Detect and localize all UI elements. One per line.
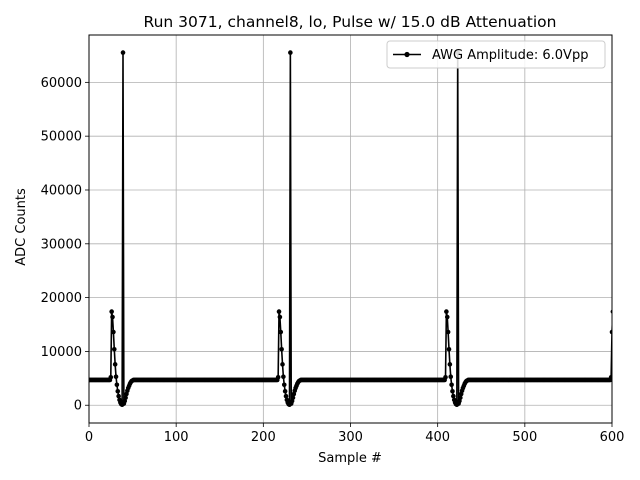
data-point (443, 374, 448, 380)
data-point (446, 346, 452, 352)
data-point (111, 346, 117, 352)
data-point (281, 382, 287, 388)
data-point (279, 346, 284, 352)
data-point (282, 388, 288, 394)
data-point (444, 309, 449, 314)
data-point (111, 329, 116, 335)
data-point (288, 50, 293, 55)
data-point (280, 362, 285, 367)
data-point (114, 382, 120, 388)
data-point (447, 362, 453, 367)
x-axis: 0 100 200 300 400 500 600 (85, 423, 625, 445)
plot-area (89, 50, 612, 408)
x-tick-label: 600 (600, 430, 625, 445)
grid (88, 35, 613, 423)
y-tick-label: 60000 (41, 76, 82, 91)
y-tick-label: 50000 (41, 130, 82, 145)
data-point (608, 374, 612, 380)
data-point (123, 395, 128, 401)
data-point (109, 309, 114, 314)
y-tick-label: 30000 (41, 237, 82, 252)
data-point (120, 50, 126, 55)
y-tick-label: 20000 (41, 291, 82, 306)
data-point (277, 314, 283, 320)
data-point (290, 395, 296, 401)
data-point (445, 329, 451, 335)
chart-title: Run 3071, channel8, lo, Pulse w/ 15.0 dB… (144, 13, 557, 31)
x-tick-label: 400 (425, 430, 450, 445)
data-point (275, 374, 281, 380)
data-point (116, 393, 121, 399)
y-tick-label: 40000 (41, 183, 82, 198)
legend-entry-label: AWG Amplitude: 6.0Vpp (432, 48, 588, 63)
y-tick-label: 0 (74, 399, 82, 414)
data-point (115, 388, 121, 394)
data-point (281, 374, 286, 380)
legend-marker-sample (404, 51, 410, 58)
x-tick-label: 100 (164, 430, 189, 445)
data-point (112, 362, 118, 367)
x-tick-label: 200 (251, 430, 276, 445)
legend: AWG Amplitude: 6.0Vpp (386, 40, 606, 69)
x-tick-label: 0 (85, 430, 93, 445)
x-tick-label: 500 (512, 430, 537, 445)
x-axis-label: Sample # (318, 451, 382, 466)
data-point (278, 329, 284, 335)
data-point (451, 393, 456, 399)
data-point (276, 309, 282, 314)
x-tick-label: 300 (338, 430, 363, 445)
data-point (450, 388, 455, 394)
data-point (448, 374, 454, 380)
y-axis: 0 10000 20000 30000 40000 50000 60000 (41, 76, 89, 414)
data-point (444, 314, 450, 320)
data-point (609, 329, 612, 335)
data-point (458, 395, 463, 401)
legend-box (386, 40, 606, 69)
data-point (113, 374, 119, 380)
data-point (110, 314, 115, 320)
data-point (449, 382, 454, 388)
data-point (283, 393, 289, 399)
y-axis-label: ADC Counts (14, 188, 29, 266)
y-tick-label: 10000 (41, 345, 82, 360)
data-point (108, 374, 114, 380)
